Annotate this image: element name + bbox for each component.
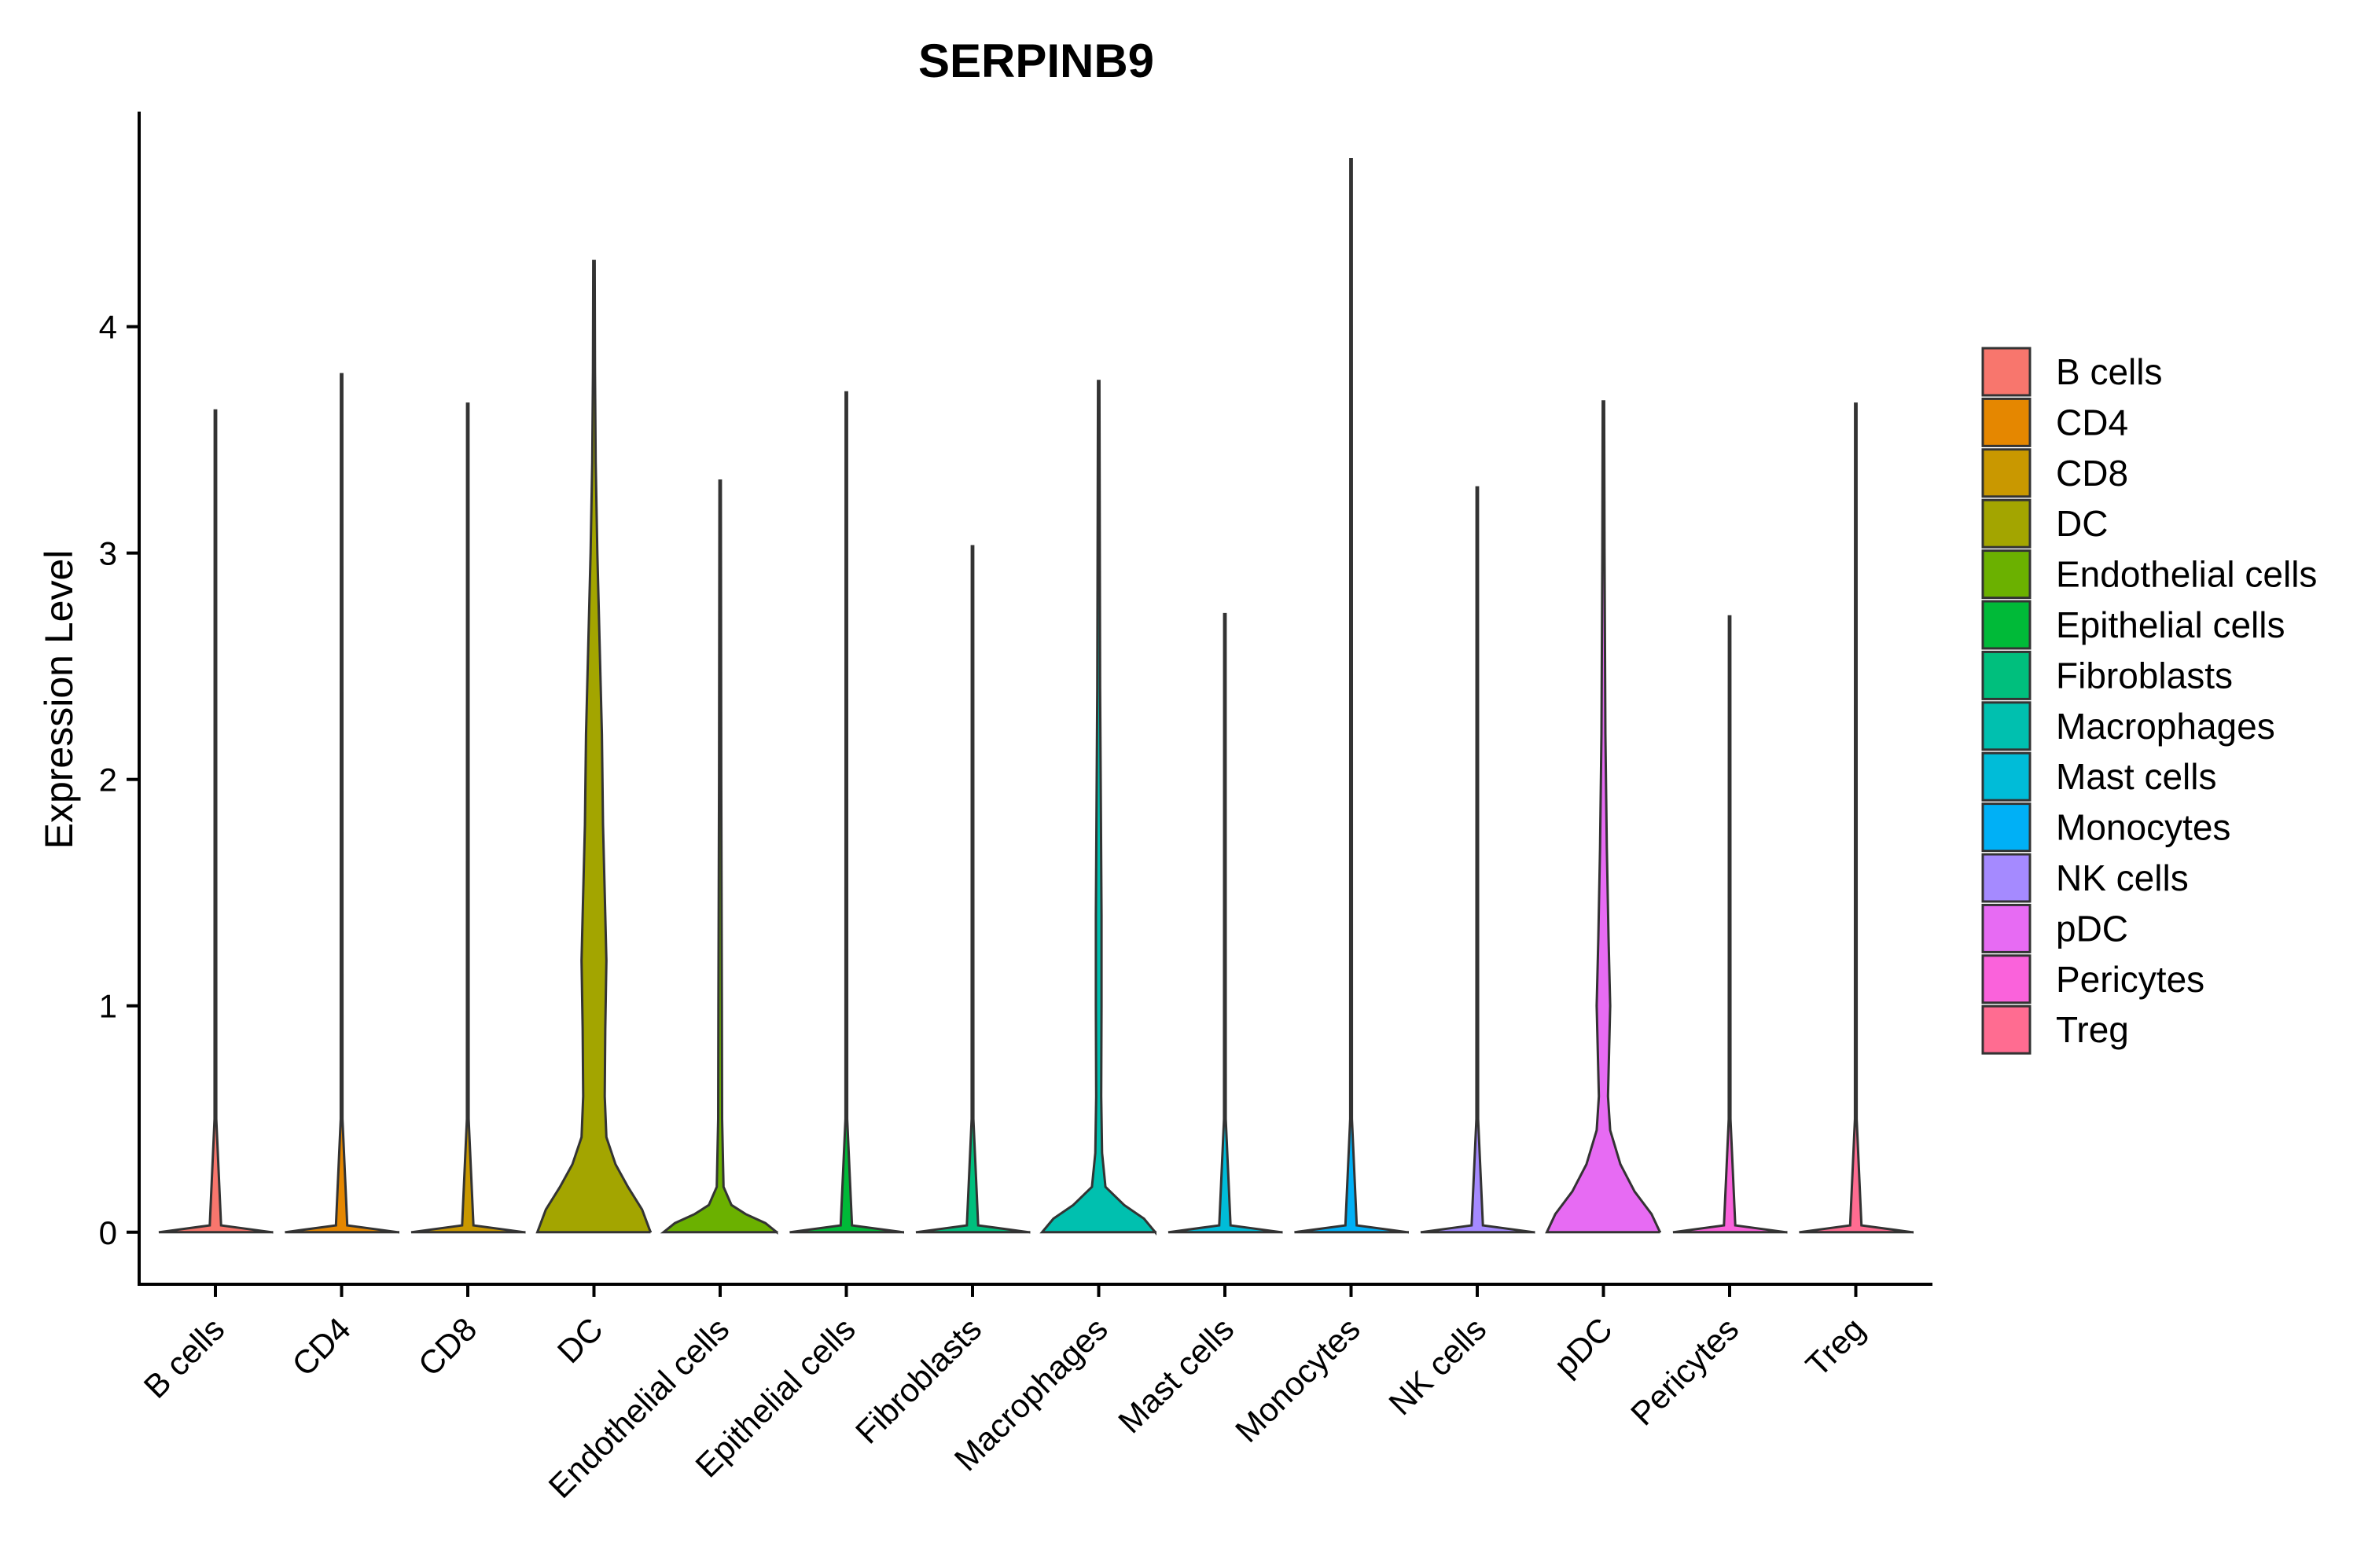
violin-endothelial-cells	[660, 479, 778, 1235]
legend-label: Macrophages	[2056, 706, 2275, 747]
legend-label: NK cells	[2056, 857, 2189, 898]
y-ticks: 0 1 2 3 4	[99, 309, 139, 1251]
legend-key-pdc	[1981, 903, 2032, 953]
x-tick-label: Mast cells	[1111, 1310, 1241, 1440]
legend-label: DC	[2056, 503, 2108, 544]
y-axis-label: Expression Level	[37, 550, 81, 850]
legend-key-epithelial-cells	[1981, 600, 2032, 650]
legend-label: B cells	[2056, 351, 2162, 392]
x-tick-label: CD4	[285, 1310, 358, 1383]
y-tick-label: 2	[99, 762, 117, 799]
violin-b-cells	[158, 409, 274, 1234]
x-tick-label: Treg	[1799, 1310, 1872, 1383]
chart-title: SERPINB9	[918, 35, 1154, 87]
legend-key-nk-cells	[1981, 853, 2032, 903]
violin-mast-cells	[1167, 612, 1283, 1234]
x-tick-label: B cells	[137, 1310, 232, 1405]
legend-label: Fibroblasts	[2056, 655, 2233, 696]
violin-dc	[535, 259, 652, 1234]
x-tick-label: DC	[550, 1310, 610, 1370]
x-tick-label: NK cells	[1381, 1310, 1493, 1422]
legend-key-dc	[1981, 498, 2032, 549]
violin-epithelial-cells	[789, 391, 904, 1234]
legend-key-fibroblasts	[1981, 650, 2032, 700]
legend-label: Treg	[2056, 1009, 2129, 1050]
x-tick-label: Pericytes	[1623, 1310, 1745, 1432]
y-tick-label: 4	[99, 309, 117, 346]
x-tick-label: pDC	[1546, 1310, 1620, 1383]
legend-label: Epithelial cells	[2056, 604, 2285, 645]
violin-layer	[158, 158, 1914, 1236]
x-tick-label: Monocytes	[1228, 1310, 1367, 1449]
legend-key-b-cells	[1981, 347, 2032, 397]
legend-key-mast-cells	[1981, 751, 2032, 802]
legend-key-treg	[1981, 1004, 2032, 1055]
legend-key-pericytes	[1981, 954, 2032, 1004]
legend-key-monocytes	[1981, 802, 2032, 853]
violin-pericytes	[1672, 615, 1788, 1234]
legend-key-cd4	[1981, 397, 2032, 447]
legend-label: Pericytes	[2056, 959, 2204, 1000]
violin-macrophages	[1039, 380, 1156, 1236]
legend-label: Endothelial cells	[2056, 554, 2317, 595]
violin-cd4	[285, 373, 399, 1234]
violin-cd8	[410, 402, 526, 1234]
legend-label: Mast cells	[2056, 756, 2216, 797]
x-tick-label: CD8	[411, 1310, 484, 1383]
legend-key-endothelial-cells	[1981, 549, 2032, 600]
legend-label: pDC	[2056, 908, 2128, 949]
violin-fibroblasts	[915, 545, 1031, 1234]
y-tick-label: 3	[99, 535, 117, 572]
legend: B cells CD4 CD8 DC Endothelial cells Epitheli…	[1981, 347, 2317, 1055]
violin-treg	[1799, 402, 1914, 1234]
legend-key-cd8	[1981, 448, 2032, 498]
y-tick-label: 0	[99, 1214, 117, 1251]
legend-label: CD4	[2056, 402, 2128, 442]
violin-pdc	[1545, 400, 1661, 1234]
violin-nk-cells	[1420, 486, 1535, 1234]
y-tick-label: 1	[99, 988, 117, 1025]
legend-label: CD8	[2056, 453, 2128, 494]
legend-key-macrophages	[1981, 701, 2032, 751]
x-tick-label: Fibroblasts	[848, 1310, 988, 1450]
legend-label: Monocytes	[2056, 807, 2230, 848]
violin-monocytes	[1294, 158, 1409, 1234]
